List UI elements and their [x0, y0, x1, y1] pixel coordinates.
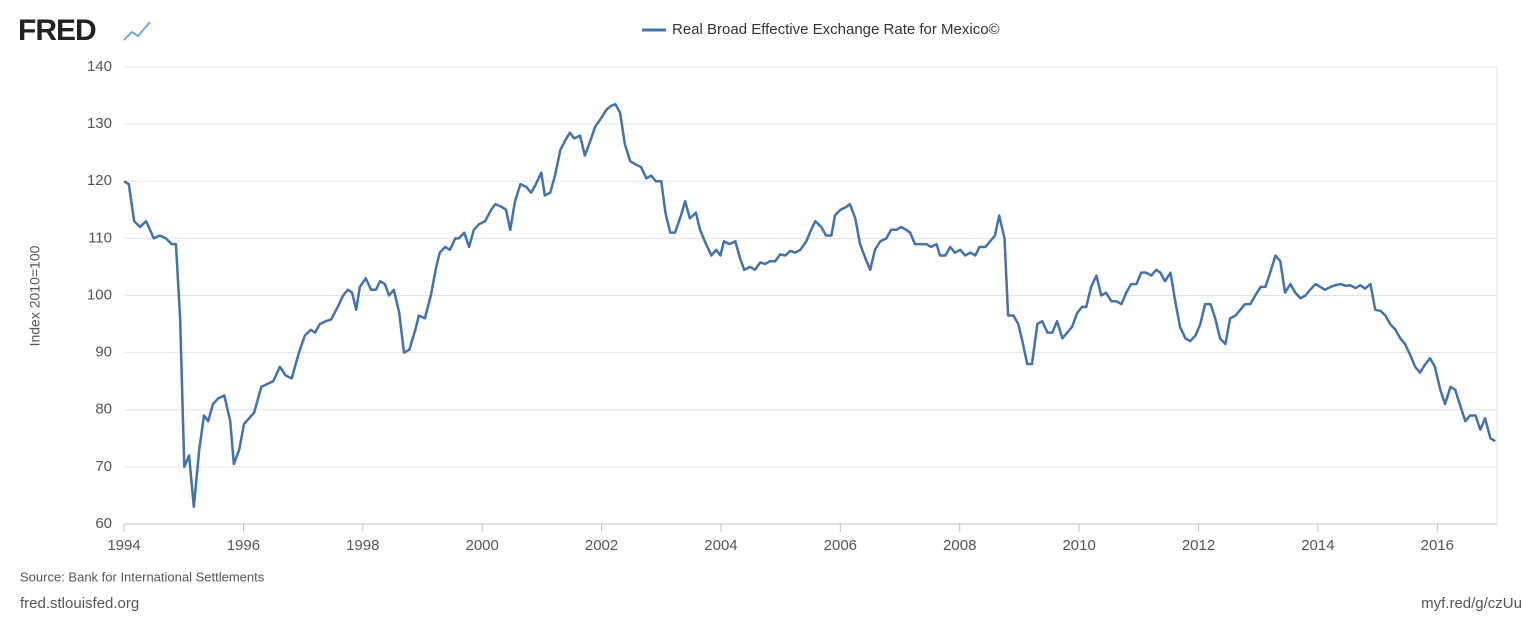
y-tick-label: 90 — [95, 344, 112, 361]
y-tick-label: 70 — [95, 458, 112, 475]
y-tick-label: 140 — [87, 58, 112, 75]
source: Source: Bank for International Settlemen… — [20, 569, 265, 584]
logo-icon — [123, 21, 151, 41]
y-tick-label: 100 — [87, 286, 112, 303]
short-url[interactable]: myf.red/g/czUu — [1421, 595, 1522, 612]
line — [123, 102, 1496, 509]
legend-label: Real Broad Effective Exchange Rate for M… — [672, 21, 1000, 38]
x-tick-label: 1998 — [346, 537, 379, 554]
x-tick-label: 2016 — [1421, 537, 1454, 554]
x-tick-label: 2002 — [585, 537, 618, 554]
x-tick-label: 1994 — [107, 537, 140, 554]
x-tick-label: 2006 — [824, 537, 857, 554]
x-tick-label: 2010 — [1062, 537, 1095, 554]
y-tick-label: 130 — [87, 115, 112, 132]
x-tick-label: 2000 — [465, 537, 498, 554]
x-tick-label: 1996 — [227, 537, 260, 554]
x-tick-label: 2008 — [943, 537, 976, 554]
y-tick-label: 60 — [95, 515, 112, 532]
site[interactable]: fred.stlouisfed.org — [20, 595, 139, 612]
y-tick-label: 120 — [87, 172, 112, 189]
x-tick-label: 2014 — [1301, 537, 1334, 554]
y-tick-label: 80 — [95, 401, 112, 418]
x-tick-label: 2004 — [704, 537, 737, 554]
logo[interactable]: FRED — [18, 14, 97, 47]
y-tick-label: 110 — [88, 229, 112, 246]
x-tick-label: 2012 — [1182, 537, 1215, 554]
y-axis-label: Index 2010=100 — [27, 245, 43, 346]
